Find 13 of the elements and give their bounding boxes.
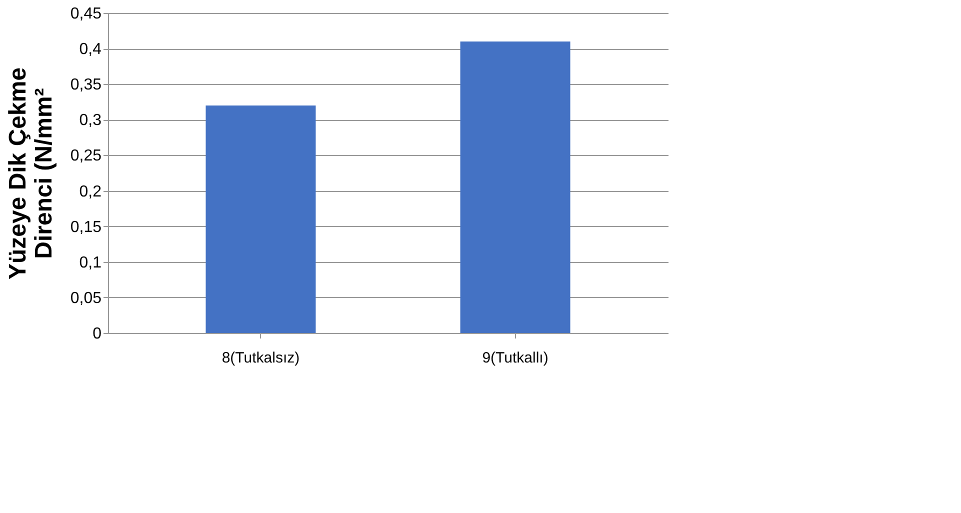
y-tick-label: 0,15 (70, 218, 102, 236)
y-tick-label: 0,45 (70, 6, 102, 22)
y-tick-label: 0 (92, 326, 102, 342)
y-tick-label: 0,1 (79, 254, 102, 272)
x-tick-label: 9(Tutkallı) (482, 350, 548, 366)
y-tick-label: 0,25 (70, 148, 102, 165)
y-tick-label: 0,2 (79, 183, 102, 200)
y-tick-label: 0,4 (79, 41, 102, 58)
y-axis-title: Yüzeye Dik Çekme Direnci (N/mm² (4, 67, 58, 280)
y-tick-label: 0,35 (70, 76, 102, 94)
y-tick-label: 0,3 (79, 112, 102, 130)
x-tick-label: 8(Tutkalsız) (222, 350, 300, 366)
y-tick-label: 0,05 (70, 290, 102, 307)
